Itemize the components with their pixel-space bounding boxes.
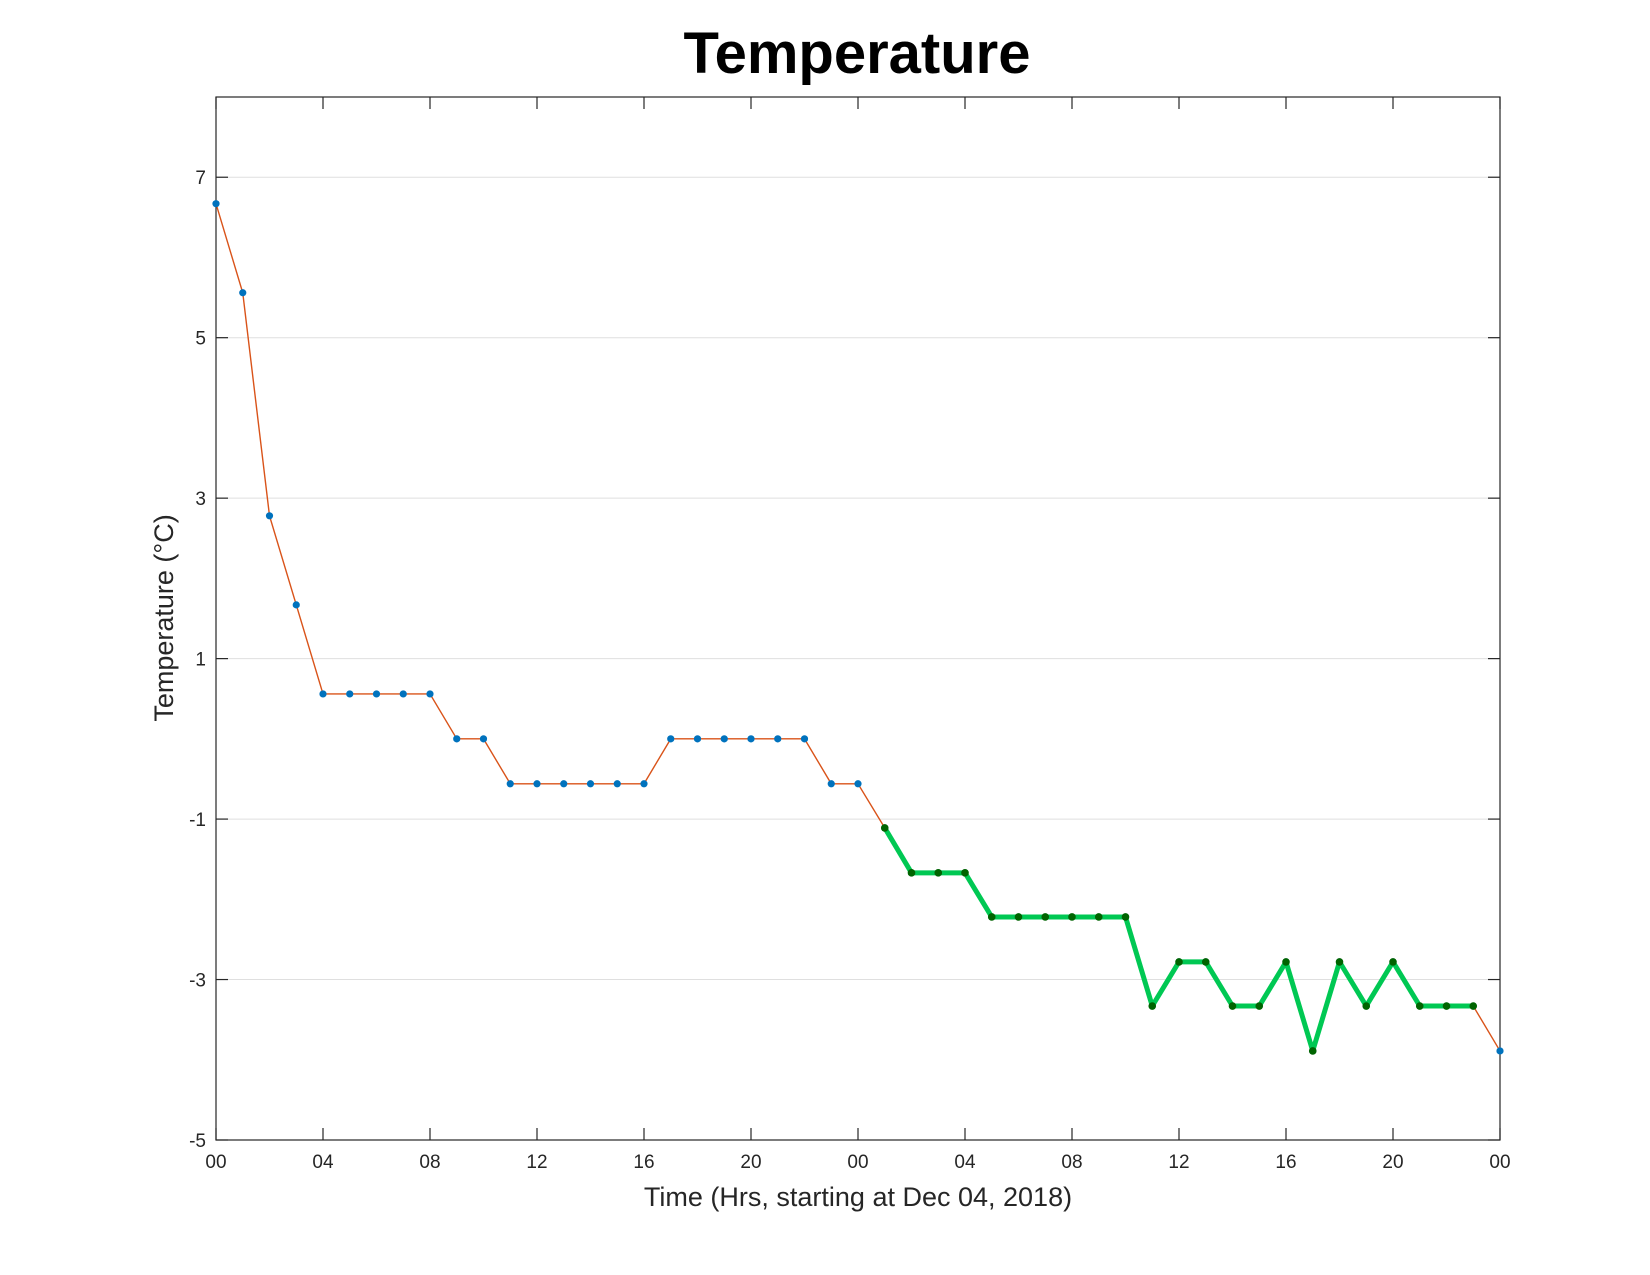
- highlighted-data-point: [961, 869, 969, 877]
- highlighted-data-point: [1469, 1002, 1478, 1010]
- x-tick-label: 08: [419, 1152, 440, 1173]
- highlighted-data-point: [1041, 913, 1050, 921]
- x-tick-label: 04: [312, 1152, 334, 1173]
- raw-data-point: [1496, 1047, 1504, 1055]
- raw-data-point: [453, 735, 461, 743]
- raw-data-point: [426, 690, 434, 698]
- raw-data-point: [747, 735, 755, 743]
- raw-data-point: [560, 780, 568, 788]
- raw-data-point: [533, 780, 541, 788]
- highlighted-data-point: [1308, 1047, 1317, 1055]
- y-tick-label: -3: [189, 971, 206, 992]
- plot-area-border: [215, 96, 1501, 1141]
- raw-data-point: [212, 200, 220, 208]
- x-tick-label: 20: [1382, 1152, 1403, 1173]
- raw-data-point: [667, 735, 675, 743]
- highlighted-data-point: [1362, 1002, 1371, 1010]
- highlighted-data-point: [1068, 913, 1076, 921]
- y-tick-label: 5: [195, 329, 206, 350]
- y-axis-label: Temperature (°C): [149, 514, 179, 721]
- x-tick-label: 12: [1168, 1152, 1189, 1173]
- raw-data-point: [800, 735, 809, 743]
- y-tick-label: -1: [189, 810, 206, 831]
- chart-title: Temperature: [683, 21, 1030, 86]
- raw-data-point: [613, 780, 621, 788]
- highlighted-data-point: [1175, 958, 1183, 966]
- data-series: [212, 200, 1504, 1055]
- x-axis-label: Time (Hrs, starting at Dec 04, 2018): [644, 1182, 1072, 1212]
- highlighted-data-point: [1255, 1002, 1264, 1010]
- raw-data-point: [693, 735, 702, 743]
- x-tick-label: 16: [633, 1152, 654, 1173]
- highlighted-data-point: [1201, 958, 1210, 966]
- highlighted-data-point: [1014, 913, 1023, 921]
- x-tick-label: 00: [847, 1152, 868, 1173]
- highlighted-data-point: [1121, 913, 1130, 921]
- raw-data-point: [506, 780, 514, 788]
- highlighted-data-point: [1442, 1002, 1451, 1010]
- x-tick-label: 00: [1489, 1152, 1510, 1173]
- highlighted-data-point: [1389, 958, 1397, 966]
- y-tick-label: 1: [195, 650, 206, 671]
- grid-lines: [216, 176, 1500, 981]
- y-tick-label: -5: [189, 1131, 206, 1152]
- raw-data-point: [774, 735, 782, 743]
- raw-data-point: [720, 735, 728, 743]
- highlighted-data-point: [880, 824, 889, 832]
- raw-temperature-line: [215, 203, 1501, 1054]
- raw-data-point: [319, 690, 327, 698]
- highlighted-data-point: [1415, 1002, 1424, 1010]
- x-tick-label: 20: [740, 1152, 761, 1173]
- highlighted-data-point: [1282, 958, 1290, 966]
- y-tick-label: 7: [195, 168, 206, 189]
- highlighted-data-point: [1094, 913, 1103, 921]
- raw-data-point: [479, 735, 488, 743]
- highlighted-data-point: [1335, 958, 1344, 966]
- raw-data-point: [399, 690, 407, 698]
- raw-data-point: [265, 512, 274, 520]
- x-tick-label: 16: [1275, 1152, 1296, 1173]
- x-tick-label: 12: [526, 1152, 547, 1173]
- raw-data-point: [239, 289, 247, 297]
- raw-data-point: [854, 780, 862, 788]
- x-tick-label: 00: [205, 1152, 226, 1173]
- x-tick-label: 04: [954, 1152, 976, 1173]
- raw-data-point: [292, 601, 300, 609]
- highlighted-data-point: [934, 869, 943, 877]
- highlighted-data-point: [1148, 1002, 1157, 1010]
- raw-data-point: [346, 690, 354, 698]
- highlighted-data-point: [987, 913, 996, 921]
- highlighted-data-point: [907, 869, 916, 877]
- raw-data-point: [586, 780, 595, 788]
- highlighted-temperature-line: [882, 826, 1474, 1054]
- x-tick-label: 08: [1061, 1152, 1082, 1173]
- highlighted-data-point: [1228, 1002, 1237, 1010]
- axis-ticks: -5 -3 -1 1 3 5 7 00 04 08 12 16 20 00 04 08 12 16 20 00: [189, 97, 1511, 1173]
- raw-data-point: [827, 780, 835, 788]
- y-tick-label: 3: [195, 489, 206, 510]
- raw-data-point: [640, 780, 648, 788]
- raw-data-point: [372, 690, 381, 698]
